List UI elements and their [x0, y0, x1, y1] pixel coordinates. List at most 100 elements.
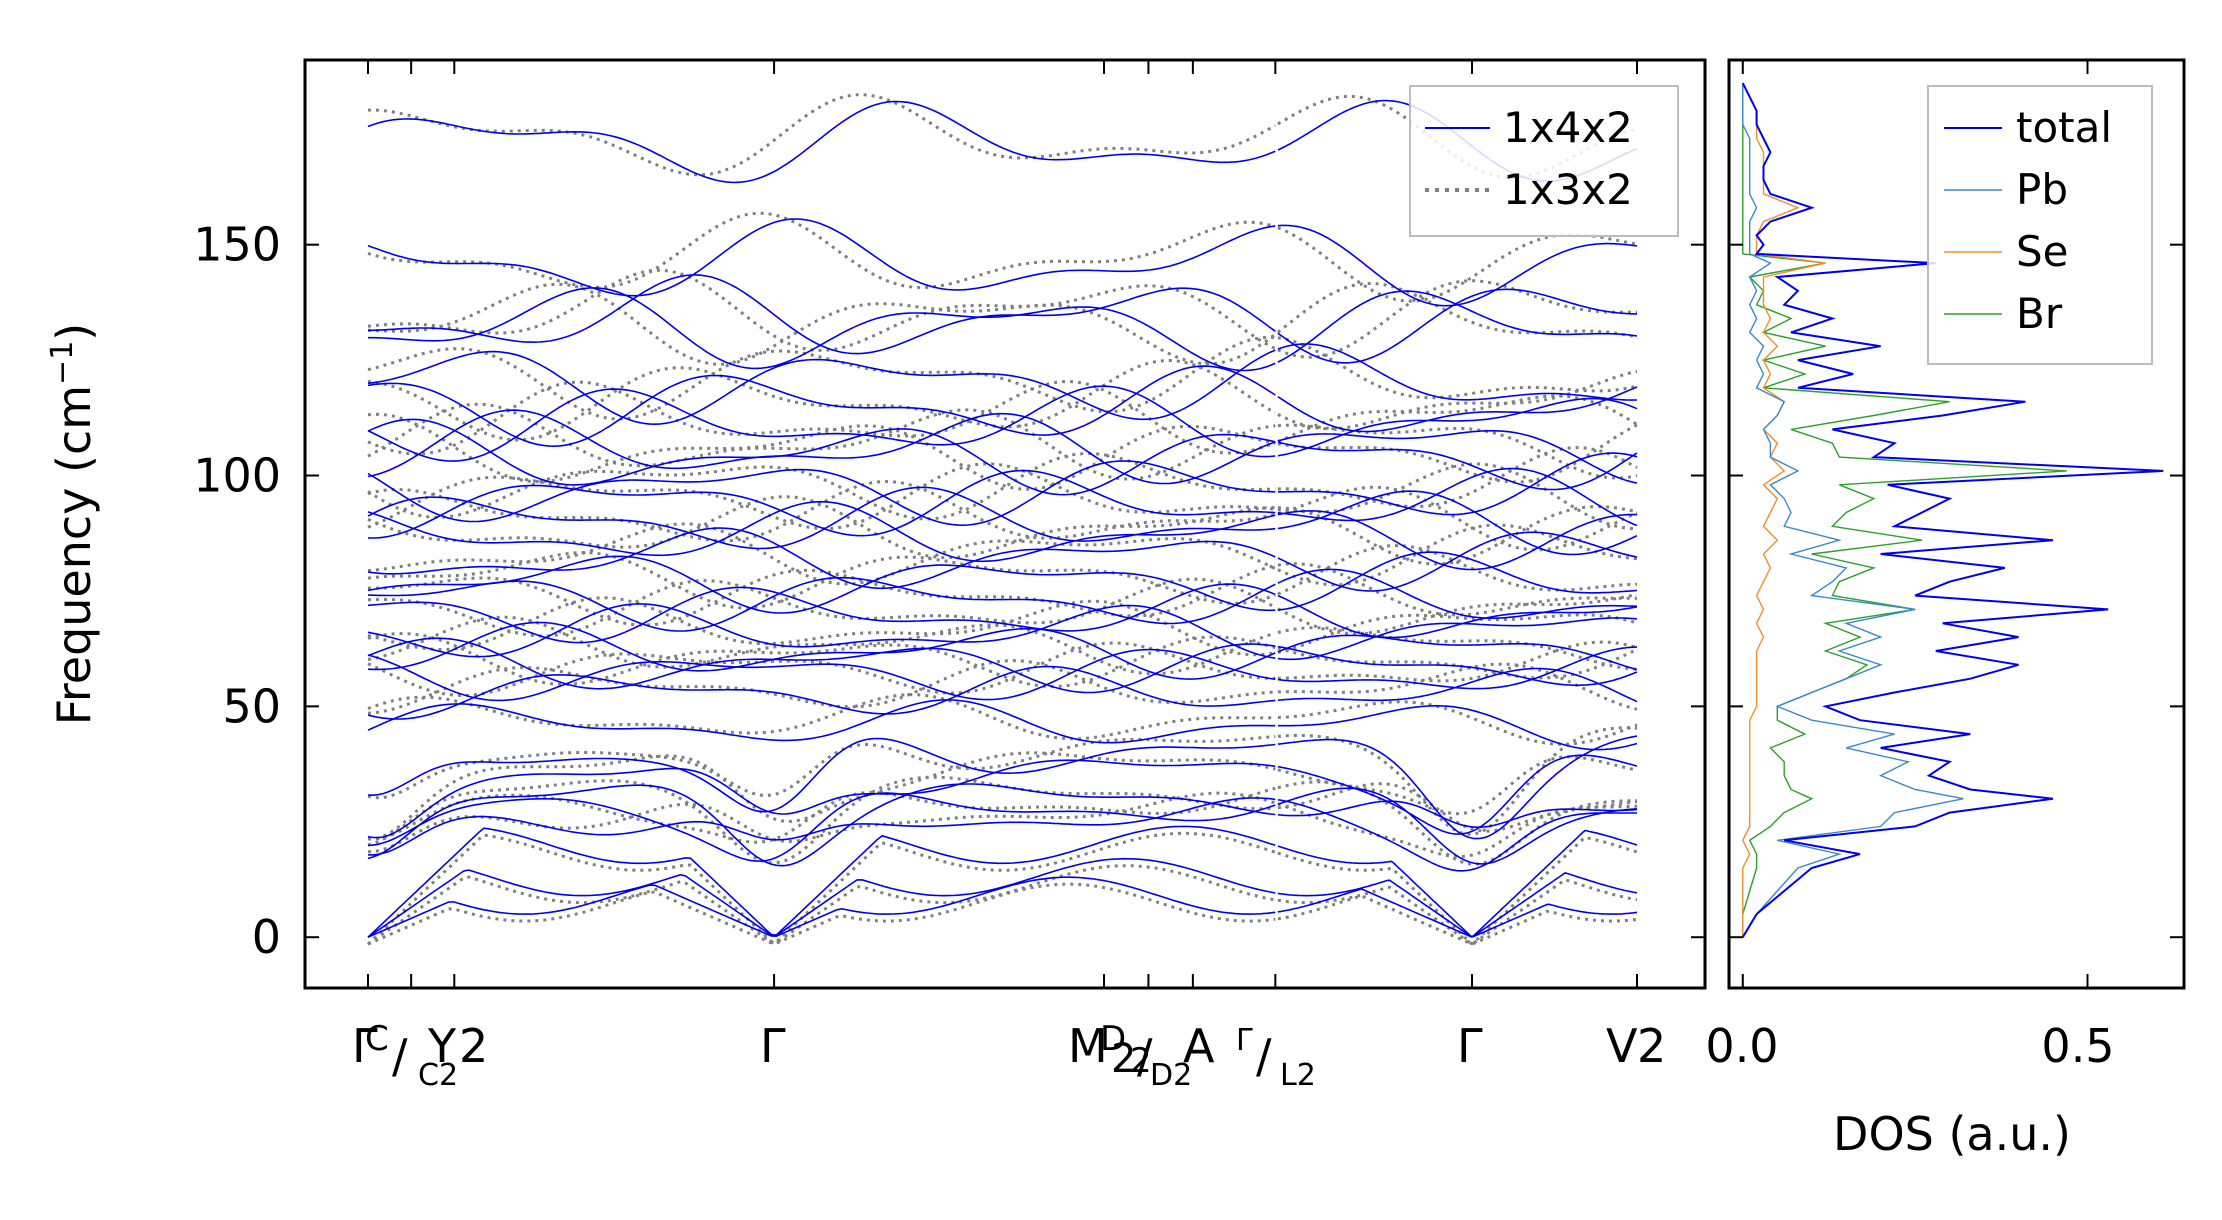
band-1x4x2-1-8 [1277, 441, 1638, 491]
k-label-c2: C2 [418, 1058, 458, 1093]
band-1x4x2-1-18 [1277, 634, 1638, 671]
band-1x4x2-1-3 [1277, 290, 1638, 363]
band-1x4x2-0-13 [367, 527, 1276, 590]
band-1x4x2-1-20 [1277, 646, 1637, 690]
band-1x4x2-1-24 [1277, 754, 1638, 835]
band-1x4x2-0-6 [367, 385, 1276, 462]
y-axis-label-close: ) [47, 323, 101, 341]
dos-x-tick-0: 0.0 [1705, 1019, 1778, 1073]
dos-panel: 0.0 0.5 DOS (a.u.) total Pb Se Br [1705, 58, 2186, 1161]
band-1x3x2-0-1 [367, 211, 1276, 290]
band-1x4x2-0-5 [367, 365, 1276, 448]
band-1x3x2-0-12 [367, 495, 1276, 560]
band-1x4x2-0-22 [367, 699, 1276, 744]
band-legend: 1x4x2 1x3x2 [1409, 85, 1679, 237]
band-1x3x2-1-13 [1277, 523, 1638, 587]
band-1x3x2-0-15 [368, 564, 1276, 627]
y-axis-label-superscript: −1 [45, 341, 80, 385]
k-label-gamma-1: Γ [352, 1019, 378, 1073]
band-1x4x2-0-14 [367, 555, 1276, 614]
band-1x3x2-0-24 [368, 751, 1276, 841]
band-1x4x2-1-14 [1277, 551, 1638, 611]
k-label-v-subscript: 2 [1637, 1019, 1666, 1073]
k-label-d-subscript: 2 [1130, 1041, 1152, 1081]
band-1x3x2-0-7 [367, 402, 1276, 481]
band-1x4x2-0-26 [367, 792, 1276, 862]
k-label-a: A [1183, 1019, 1215, 1073]
acoustic-1x4x2-1-1 [1277, 872, 1638, 938]
band-1x3x2-0-0 [367, 93, 1277, 177]
band-1x3x2-0-13 [367, 522, 1276, 586]
band-1x3x2-1-6 [1277, 394, 1638, 443]
k-label-m-subscript: 2 [1111, 1036, 1136, 1082]
acoustic-1x3x2-0-1 [367, 864, 1276, 946]
band-1x3x2-1-14 [1277, 544, 1638, 596]
band-1x3x2-1-24 [1277, 755, 1638, 816]
k-label-y: Y [427, 1019, 457, 1073]
dos-plot-frame [1727, 58, 2186, 990]
band-1x3x2-0-20 [367, 641, 1276, 698]
band-1x4x2-0-24 [367, 759, 1276, 839]
k-label-c: C [365, 1019, 389, 1059]
band-1x4x2-1-7 [1277, 429, 1638, 484]
band-1x3x2-0-22 [367, 693, 1276, 741]
dos-curve-total [1741, 82, 2164, 938]
band-plot-frame [303, 58, 1707, 990]
band-1x3x2-0-17 [367, 596, 1276, 657]
band-1x4x2-0-10 [367, 469, 1276, 539]
acoustic-1x3x2-1-0 [1277, 835, 1638, 946]
band-x-ticks [367, 60, 1638, 988]
acoustic-1x4x2-0-0 [367, 825, 1276, 938]
legend-label-se: Se [2016, 227, 2069, 276]
band-1x3x2-0-21 [367, 659, 1276, 715]
band-1x4x2-0-15 [367, 576, 1276, 632]
k-label-d: D [1100, 1019, 1126, 1059]
k-label-gamma-2: Γ [760, 1019, 786, 1073]
band-1x3x2-0-27 [367, 791, 1276, 854]
band-1x4x2-0-11 [367, 486, 1276, 550]
y-tick-label-100: 100 [193, 449, 281, 503]
band-1x4x2-1-2 [1277, 288, 1637, 364]
band-1x3x2-1-2 [1277, 279, 1637, 359]
band-1x4x2-0-2 [367, 274, 1276, 355]
band-1x4x2-0-25 [367, 783, 1276, 867]
band-1x3x2-0-11 [367, 479, 1276, 543]
band-1x3x2-0-23 [367, 735, 1276, 800]
dos-legend-box [1927, 85, 2153, 365]
band-legend-box [1409, 85, 1679, 237]
band-1x3x2-1-3 [1276, 282, 1638, 339]
acoustic-1x4x2-1-2 [1277, 888, 1638, 938]
k-label-l2: L2 [1280, 1058, 1316, 1093]
band-1x4x2-1-15 [1277, 568, 1638, 619]
legend-label-1x4x2: 1x4x2 [1503, 103, 1633, 152]
y-tick-label-0: 0 [252, 910, 281, 964]
band-1x3x2-1-11 [1277, 485, 1638, 552]
band-1x4x2-1-11 [1277, 490, 1638, 556]
band-1x4x2-1-13 [1277, 531, 1638, 592]
band-1x4x2-1-10 [1277, 467, 1638, 527]
band-1x3x2-1-16 [1277, 593, 1638, 636]
k-label-slash-3: / [1256, 1029, 1272, 1083]
acoustic-1x3x2-1-2 [1277, 894, 1638, 946]
band-1x3x2-0-10 [367, 462, 1276, 531]
y-axis-label: Frequency (cm−1) [45, 323, 101, 726]
band-1x4x2-0-27 [367, 797, 1276, 856]
band-1x3x2-1-17 [1277, 613, 1638, 654]
dos-curve-pb [1742, 83, 1964, 938]
k-label-gamma-4: Γ [1457, 1019, 1483, 1073]
band-1x4x2-1-5 [1277, 386, 1638, 433]
band-1x4x2-0-20 [367, 648, 1276, 702]
band-1x4x2-1-6 [1277, 397, 1638, 457]
band-1x4x2-0-4 [367, 349, 1276, 426]
dos-legend: total Pb Se Br [1927, 85, 2153, 365]
acoustic-1x3x2-0-2 [367, 882, 1276, 946]
k-label-gamma-3: Γ [1236, 1023, 1253, 1058]
band-structure-panel: 0 50 100 150 Frequency (cm−1) Γ C / Y 2 C2 … [45, 58, 1707, 1093]
band-1x3x2-0-18 [367, 615, 1276, 676]
band-1x3x2-1-1 [1277, 226, 1638, 303]
band-1x3x2-1-0 [1277, 94, 1638, 179]
band-1x4x2-0-0 [367, 100, 1276, 184]
legend-label-1x3x2: 1x3x2 [1503, 165, 1633, 214]
band-1x4x2-1-23 [1277, 735, 1638, 840]
y-tick-label-50: 50 [222, 679, 281, 733]
